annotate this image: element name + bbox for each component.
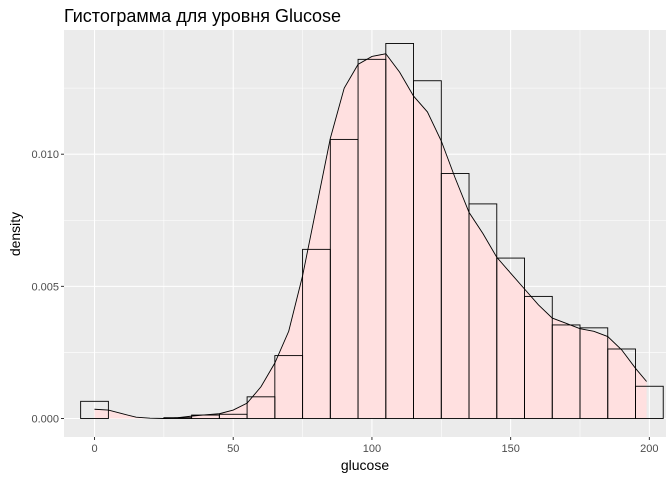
x-tick-label: 200 [640, 443, 658, 455]
histogram-bars [80, 43, 664, 419]
chart-title: Гистограмма для уровня Glucose [64, 6, 341, 26]
y-tick-label: 0.005 [31, 281, 59, 293]
x-tick-label: 150 [501, 443, 519, 455]
density-line-layer [94, 53, 647, 419]
y-tick-label: 0.010 [31, 149, 59, 161]
x-tick-label: 100 [363, 443, 381, 455]
histogram-bar [607, 348, 636, 419]
x-axis-title: glucose [341, 457, 389, 473]
y-axis: 0.000 0.005 0.010 [31, 149, 64, 426]
density-area [94, 53, 647, 419]
histogram-bar [635, 385, 664, 419]
y-tick-label: 0.000 [31, 414, 59, 426]
x-tick-label: 0 [91, 443, 97, 455]
y-axis-title: density [7, 212, 23, 256]
density-line [94, 53, 647, 419]
x-axis: 0 50 100 150 200 [91, 437, 659, 455]
density-area-layer [94, 53, 647, 419]
x-tick-label: 50 [227, 443, 239, 455]
